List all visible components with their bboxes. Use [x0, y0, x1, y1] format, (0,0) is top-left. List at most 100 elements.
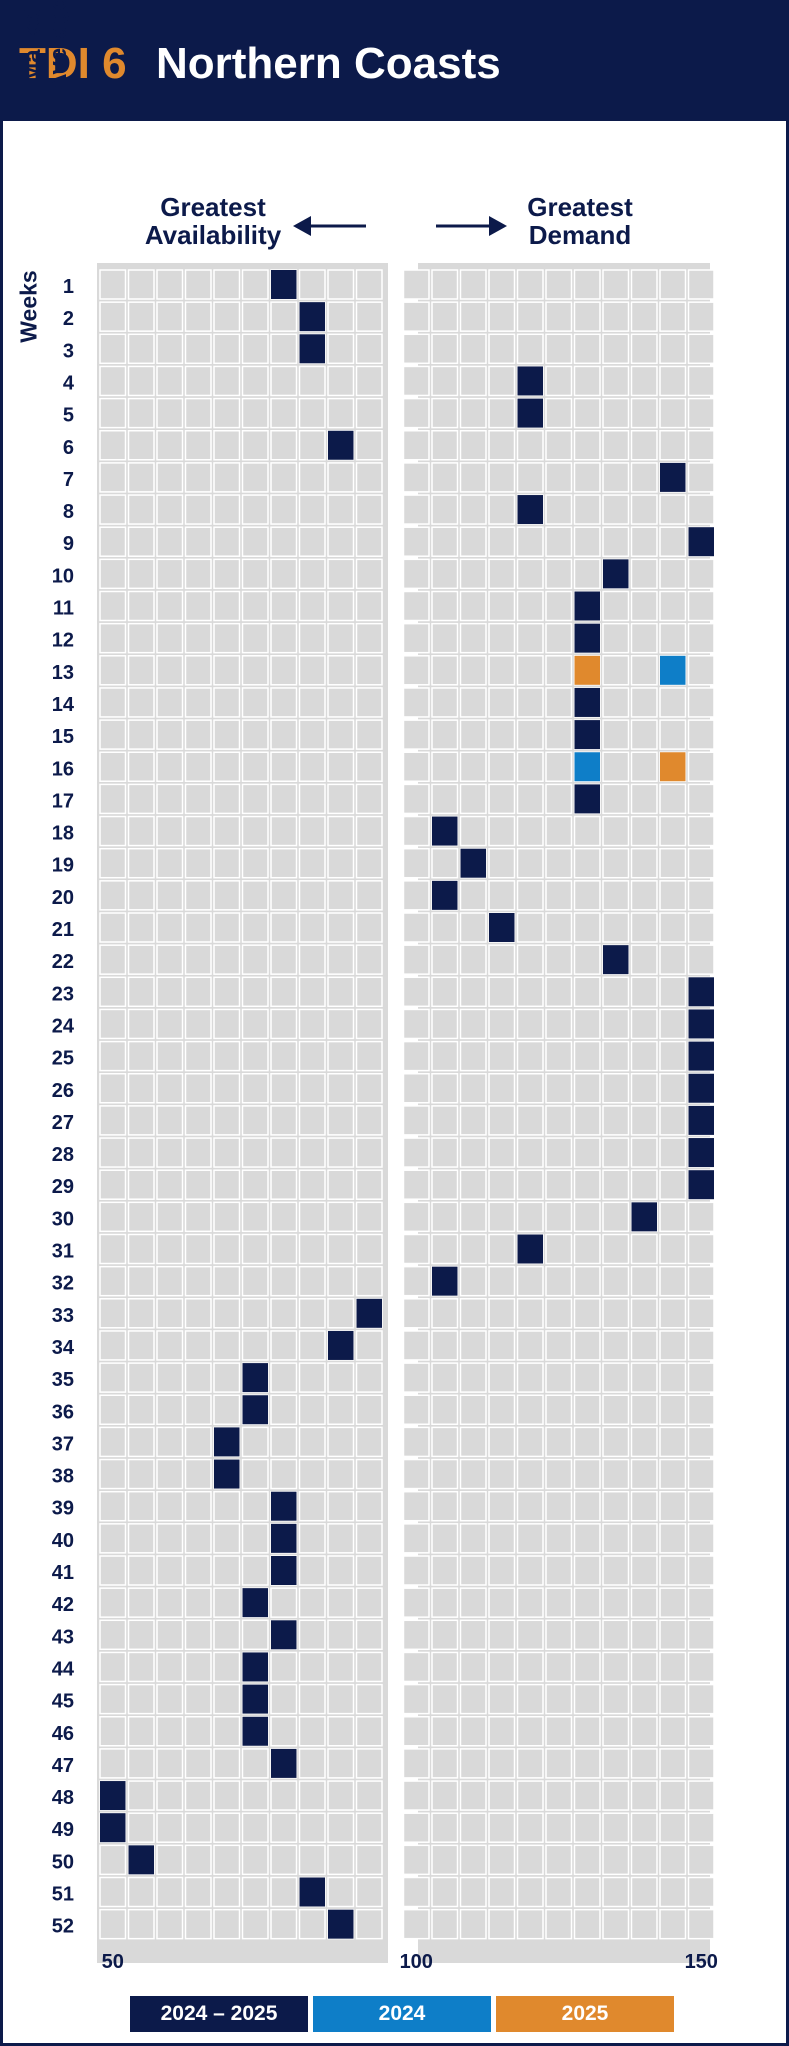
grid-cell: [488, 1780, 516, 1811]
grid-cell: [298, 655, 326, 686]
grid-cell: [602, 1490, 630, 1522]
grid-cell: [184, 847, 212, 879]
grid-cell: [127, 847, 155, 879]
grid-cell: [270, 1330, 298, 1361]
grid-cell: [355, 944, 383, 975]
grid-cell: [241, 847, 269, 879]
grid-cell: [545, 1233, 573, 1265]
grid-cell: [156, 1330, 184, 1361]
grid-cell: [630, 1073, 658, 1104]
grid-cell: [602, 1040, 630, 1072]
grid-cell: [327, 944, 355, 975]
grid-cell: [127, 333, 155, 365]
grid-cell: [459, 1716, 487, 1747]
grid-cell: [156, 1362, 184, 1393]
grid-cell: [488, 976, 516, 1008]
grid-cell: [402, 1619, 430, 1651]
grid-cell: [156, 333, 184, 365]
grid-cell: [402, 397, 430, 429]
grid-cell: [184, 1330, 212, 1361]
grid-cell: [516, 1683, 544, 1715]
grid-cell: [241, 1201, 269, 1233]
data-mark-2024-2025-week-4: [517, 366, 543, 396]
grid-cell: [156, 1073, 184, 1104]
grid-cell: [573, 1040, 601, 1072]
grid-cell: [545, 1265, 573, 1297]
grid-cell: [602, 590, 630, 622]
grid-cell: [184, 1780, 212, 1811]
data-mark-2024-2025-week-35: [242, 1363, 268, 1393]
grid-cell: [241, 1169, 269, 1200]
grid-cell: [127, 1490, 155, 1522]
grid-cell: [184, 944, 212, 975]
grid-cell: [184, 880, 212, 911]
grid-cell: [298, 1040, 326, 1072]
grid-cell: [184, 430, 212, 461]
legend-item-2025: 2025: [496, 1996, 674, 2032]
grid-cell: [659, 1587, 687, 1618]
week-label: 17: [52, 790, 74, 812]
grid-cell: [630, 1298, 658, 1329]
grid-cell: [355, 655, 383, 686]
grid-cell: [431, 494, 459, 525]
grid-cell: [298, 1490, 326, 1522]
grid-cell: [184, 590, 212, 622]
grid-cell: [630, 1008, 658, 1040]
grid-cell: [241, 333, 269, 365]
grid-cell: [184, 301, 212, 332]
grid-cell: [630, 269, 658, 300]
grid-cell: [488, 1844, 516, 1876]
grid-cell: [687, 1330, 715, 1361]
grid-cell: [687, 1523, 715, 1554]
grid-cell: [241, 1748, 269, 1779]
grid-cell: [402, 847, 430, 879]
data-mark-2024-2025-week-14: [574, 687, 600, 717]
grid-cell: [488, 1458, 516, 1490]
grid-cell: [573, 1298, 601, 1329]
grid-cell: [241, 494, 269, 525]
grid-cell: [488, 622, 516, 654]
grid-cell: [402, 430, 430, 461]
grid-cell: [630, 1683, 658, 1715]
grid-cell: [99, 526, 127, 557]
grid-cell: [573, 462, 601, 493]
grid-cell: [127, 1619, 155, 1651]
grid-cell: [184, 1394, 212, 1425]
grid-cell: [659, 1555, 687, 1586]
grid-cell: [545, 944, 573, 975]
grid-cell: [213, 976, 241, 1008]
grid-cell: [630, 1748, 658, 1779]
grid-cell: [355, 269, 383, 300]
week-label: 27: [52, 1112, 74, 1134]
week-label: 2: [63, 308, 74, 330]
grid-cell: [213, 622, 241, 654]
grid-cell: [630, 1426, 658, 1458]
grid-cell: [213, 751, 241, 782]
grid-cell: [602, 976, 630, 1008]
grid-cell: [298, 1265, 326, 1297]
grid-cell: [184, 1844, 212, 1876]
grid-cell: [630, 622, 658, 654]
week-label: 36: [52, 1401, 74, 1423]
grid-cell: [127, 1105, 155, 1136]
grid-cell: [659, 269, 687, 300]
grid-cell: [602, 1169, 630, 1200]
grid-cell: [213, 1555, 241, 1586]
grid-cell: [545, 1201, 573, 1233]
data-mark-2024-2025-week-6: [328, 430, 354, 460]
grid-cell: [659, 1748, 687, 1779]
grid-cell: [355, 1233, 383, 1265]
grid-cell: [431, 751, 459, 782]
grid-cell: [545, 1683, 573, 1715]
grid-cell: [431, 1298, 459, 1329]
grid-cell: [327, 1683, 355, 1715]
grid-cell: [99, 1587, 127, 1618]
grid-cell: [630, 1908, 658, 1940]
week-label: 35: [52, 1369, 74, 1391]
grid-cell: [156, 526, 184, 557]
grid-cell: [156, 1716, 184, 1747]
grid-cell: [488, 1587, 516, 1618]
grid-cell: [156, 1908, 184, 1940]
grid-cell: [99, 333, 127, 365]
grid-cell: [213, 1040, 241, 1072]
